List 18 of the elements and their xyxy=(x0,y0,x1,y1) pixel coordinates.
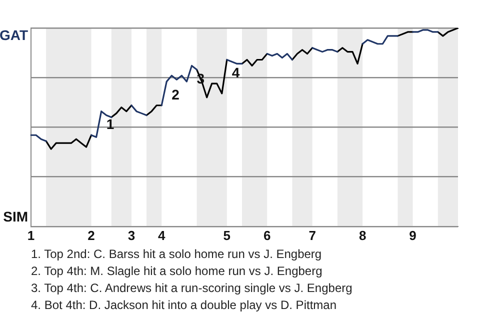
text: 2. Top 4th: M. Slagle hit a solo home run vs J. Engberg xyxy=(31,263,324,280)
annotation: 4 xyxy=(232,64,240,81)
text: GAT xyxy=(0,26,28,43)
x-tick-label: 9 xyxy=(409,228,416,243)
x-tick-label: 3 xyxy=(128,228,136,243)
x-tick-label: 1 xyxy=(27,228,35,243)
x-tick-label: 2 xyxy=(88,228,95,243)
text: 3. Top 4th: C. Andrews hit a run-scoring single vs J. Engberg xyxy=(31,280,354,297)
x-tick-label: 6 xyxy=(263,228,271,243)
annotation: 2 xyxy=(172,86,180,102)
text: 4. Bot 4th: D. Jackson hit into a double play vs D. Pittman xyxy=(31,297,338,314)
text: 1. Top 2nd: C. Barss hit a solo home run vs J. Engberg xyxy=(31,246,323,263)
x-tick-label: 4 xyxy=(158,228,166,243)
x-tick-label: 7 xyxy=(308,228,316,243)
x-tick-label: 5 xyxy=(223,228,231,243)
text: SIM xyxy=(3,208,28,224)
annotation: 1 xyxy=(106,116,114,132)
x-tick-label: 8 xyxy=(358,228,366,243)
